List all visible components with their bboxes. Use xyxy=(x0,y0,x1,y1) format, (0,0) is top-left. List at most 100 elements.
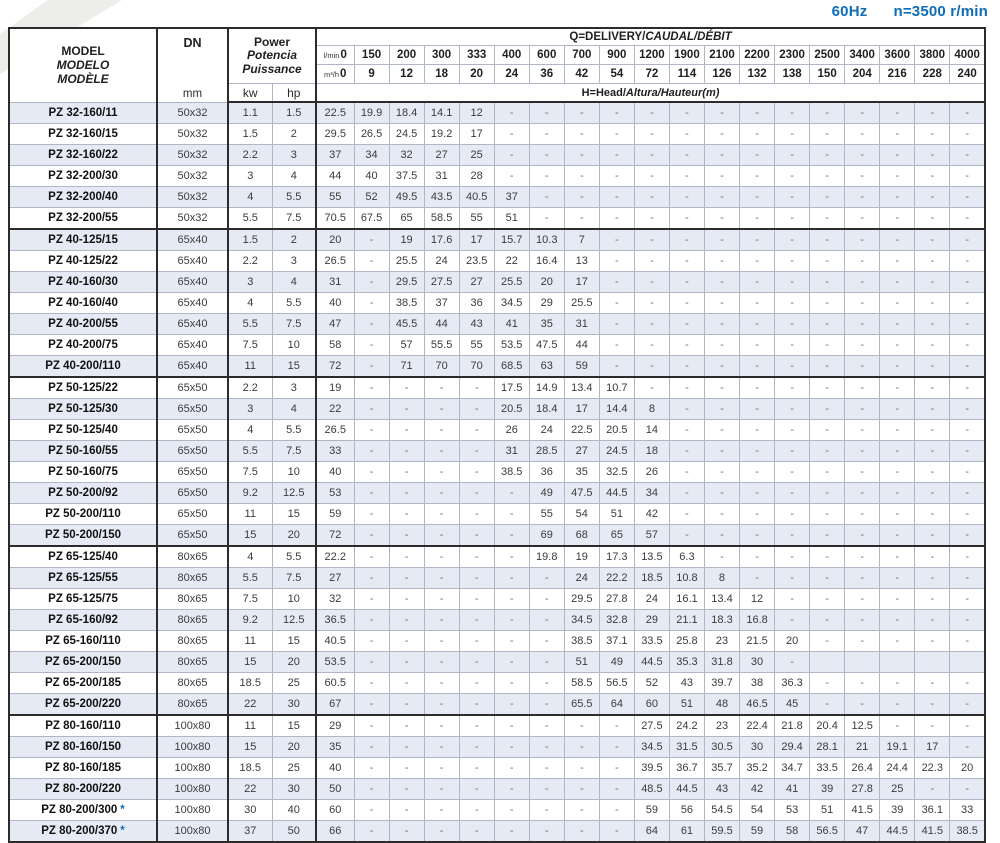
head-value-cell: 46.5 xyxy=(739,693,776,716)
head-value-cell: 34.5 xyxy=(633,736,670,758)
head-value-cell: - xyxy=(493,693,530,716)
head-value-cell: - xyxy=(949,482,986,504)
head-value-cell: - xyxy=(879,693,916,716)
head-value-cell: - xyxy=(739,144,776,166)
flow-m3h-value: 126 xyxy=(703,64,741,84)
kw-cell: 4 xyxy=(227,186,273,208)
head-value-cell: - xyxy=(774,376,811,399)
table-row: PZ 40-160/40 65x40 4 5.5 40-38.5 37 36 34.5 29 25… xyxy=(8,292,986,314)
head-value-cell: - xyxy=(598,165,635,187)
head-value-cell: 17 xyxy=(458,228,495,251)
head-value-cell: - xyxy=(949,250,986,272)
head-value-cell: 51 xyxy=(809,799,846,821)
head-value-cell: - xyxy=(703,545,741,568)
hp-cell: 1.5 xyxy=(271,101,317,124)
power-header-fr: Puissance xyxy=(242,61,302,76)
head-value-cell: - xyxy=(493,630,530,652)
hp-cell: 4 xyxy=(271,165,317,187)
head-value-cell: 14.4 xyxy=(598,398,635,420)
head-value-cell: - xyxy=(844,440,881,462)
head-value-cell: 43 xyxy=(458,313,495,335)
head-value-cell: - xyxy=(493,672,530,694)
flow-m3h-value: 54 xyxy=(598,64,635,84)
table-row: PZ 65-125/75 80x65 7.5 10 32- - - - - -29.5 27.8 24… xyxy=(8,588,986,610)
head-value-cell: - xyxy=(598,820,635,843)
head-value-cell: - xyxy=(949,609,986,631)
model-cell: PZ 65-160/110 xyxy=(8,630,158,652)
head-value-cell: - xyxy=(668,334,705,356)
head-value-cell: - xyxy=(739,419,776,441)
table-row: PZ 40-200/110 65x40 11 15 72-71 70 70 68.5 63 59-… xyxy=(8,355,986,378)
head-value-cell: 44.5 xyxy=(598,482,635,504)
model-name: PZ 32-160/22 xyxy=(48,149,118,161)
model-header-fr: MODÈLE xyxy=(57,72,109,87)
head-value-cell: - xyxy=(949,165,986,187)
head-value-cell: 53 xyxy=(315,482,355,504)
head-value-cell: 55 xyxy=(528,503,565,525)
hp-cell: 4 xyxy=(271,271,317,293)
header-row-banner: MODEL MODELO MODÈLE DN mm Power Potencia… xyxy=(8,27,986,103)
head-value-cell: - xyxy=(458,672,495,694)
kw-cell: 1.1 xyxy=(227,101,273,124)
head-value-cell: 19.9 xyxy=(353,101,390,124)
head-value-cell: 56.5 xyxy=(809,820,846,843)
head-value-cell: - xyxy=(493,503,530,525)
model-name: PZ 32-160/11 xyxy=(48,106,118,119)
flow-m3h-value: 42 xyxy=(563,64,600,84)
dn-cell: 65x40 xyxy=(156,271,229,293)
dn-cell: 65x40 xyxy=(156,334,229,356)
head-value-cell: - xyxy=(493,144,530,166)
head-value-cell: - xyxy=(563,186,600,208)
head-value-cell: - xyxy=(914,313,951,335)
head-value-cell: - xyxy=(774,228,811,251)
table-row: PZ 80-200/370 * 100x80 37 50 66- - - - - - - -64 61 59… xyxy=(8,820,986,843)
head-value-cell: - xyxy=(809,250,846,272)
head-value-cell: 26 xyxy=(633,461,670,483)
head-value-cell: - xyxy=(844,144,881,166)
hp-cell: 5.5 xyxy=(271,292,317,314)
head-value-cell: 8 xyxy=(703,567,741,589)
table-row: PZ 50-125/40 65x50 4 5.5 26.5- - - -26 24 22.5 20.… xyxy=(8,419,986,441)
head-value-cell: 30 xyxy=(739,651,776,673)
table-row: PZ 32-160/22 50x32 2.2 3 37 34 32 27 25- - - - - - - - -… xyxy=(8,144,986,166)
head-value-cell: 43.5 xyxy=(423,186,460,208)
head-value-cell: - xyxy=(739,123,776,145)
head-value-cell: - xyxy=(423,799,460,821)
head-value-cell: 13.4 xyxy=(703,588,741,610)
hp-cell: 2 xyxy=(271,123,317,145)
head-value-cell: - xyxy=(563,207,600,230)
head-value-cell: - xyxy=(353,355,390,378)
head-value-cell: 26.5 xyxy=(315,419,355,441)
head-value-cell: 36.1 xyxy=(914,799,951,821)
head-value-cell: - xyxy=(809,588,846,610)
table-row: PZ 40-160/30 65x40 3 4 31-29.5 27.5 27 25.5 20 17… xyxy=(8,271,986,293)
table-row: PZ 65-200/185 80x65 18.5 25 60.5- - - - - -58.5 56… xyxy=(8,672,986,694)
head-value-cell: 17.6 xyxy=(423,228,460,251)
head-value-cell: 20.5 xyxy=(598,419,635,441)
head-value-cell: - xyxy=(633,250,670,272)
model-cell: PZ 50-200/92 xyxy=(8,482,158,504)
head-value-cell: 25 xyxy=(879,778,916,800)
head-value-cell: - xyxy=(668,376,705,399)
head-value-cell: - xyxy=(353,228,390,251)
kw-cell: 11 xyxy=(227,503,273,525)
dn-cell: 65x50 xyxy=(156,503,229,525)
head-value-cell: - xyxy=(914,207,951,230)
model-name: PZ 65-125/55 xyxy=(48,572,118,584)
kw-cell: 15 xyxy=(227,524,273,547)
model-cell: PZ 65-125/75 xyxy=(8,588,158,610)
head-value-cell: - xyxy=(809,482,846,504)
head-value-cell: - xyxy=(563,820,600,843)
head-value-cell: - xyxy=(668,524,705,547)
head-value-cell: - xyxy=(528,144,565,166)
head-value-cell: - xyxy=(809,609,846,631)
head-value-cell: - xyxy=(493,736,530,758)
dn-cell: 65x50 xyxy=(156,524,229,547)
head-value-cell: 27 xyxy=(315,567,355,589)
dn-cell: 50x32 xyxy=(156,101,229,124)
head-value-cell: - xyxy=(563,778,600,800)
head-value-cell: 20 xyxy=(315,228,355,251)
kw-cell: 9.2 xyxy=(227,482,273,504)
head-value-cell: 35.2 xyxy=(739,757,776,779)
head-value-cell: - xyxy=(668,419,705,441)
